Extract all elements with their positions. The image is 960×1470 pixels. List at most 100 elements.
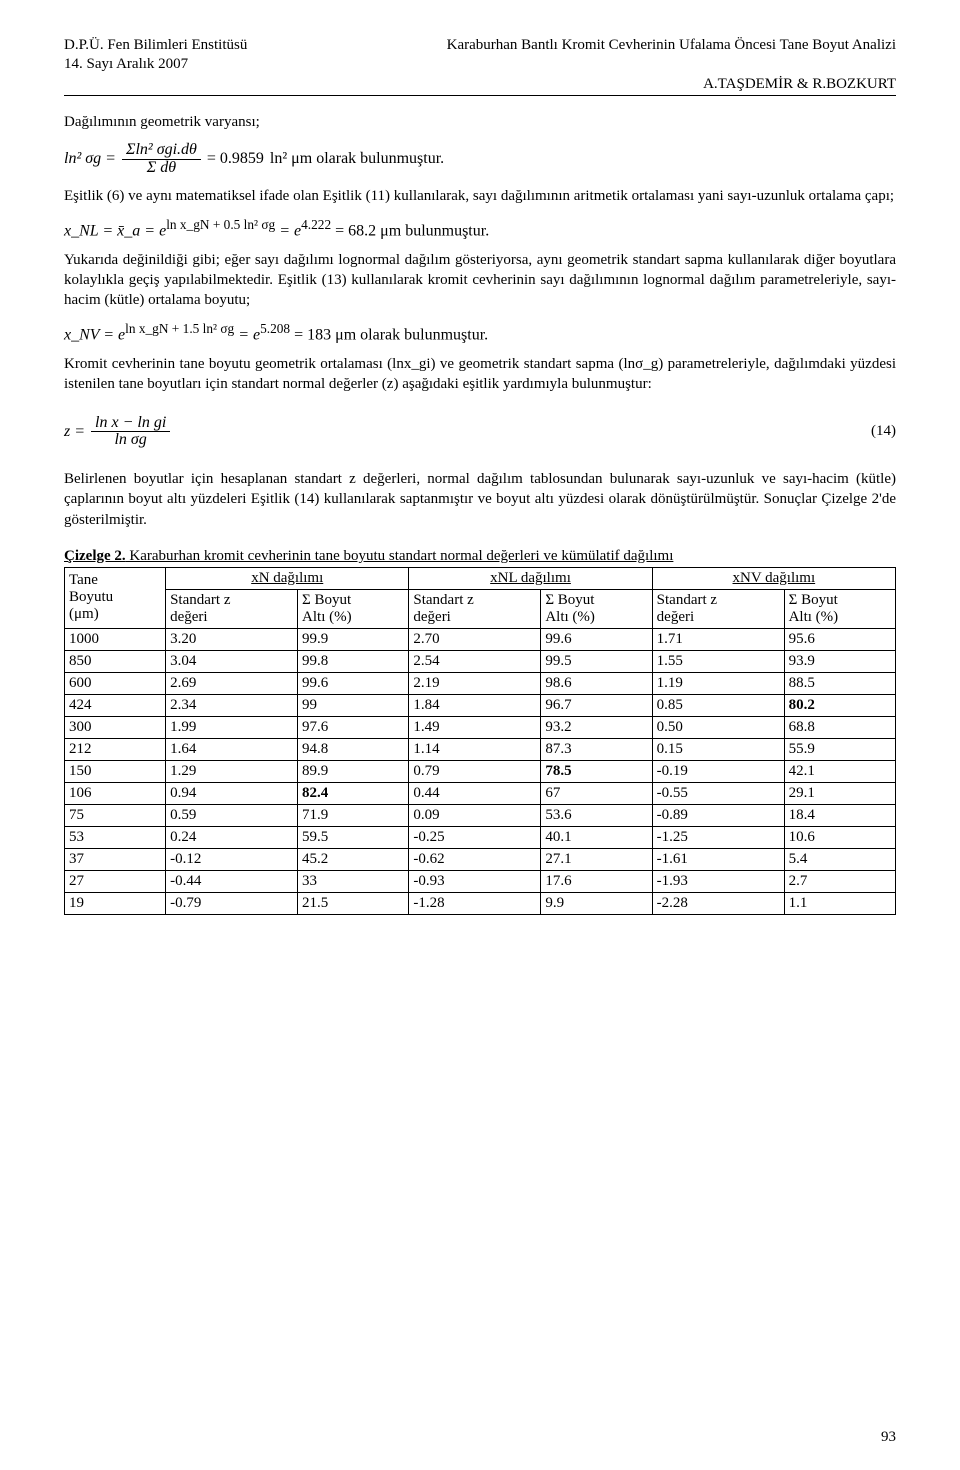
- eq1-lhs: ln² σg =: [64, 150, 116, 168]
- cell-z3: 0.15: [652, 738, 784, 760]
- cell-z2: 0.79: [409, 760, 541, 782]
- cell-z2: 1.49: [409, 716, 541, 738]
- cell-a1: 59.5: [298, 826, 409, 848]
- cell-size: 106: [65, 782, 166, 804]
- table-row: 6002.6999.62.1998.61.1988.5: [65, 672, 896, 694]
- cell-a1: 94.8: [298, 738, 409, 760]
- th-a2: Σ BoyutAltı (%): [541, 589, 652, 628]
- eq2-mid: = e: [275, 222, 301, 239]
- cell-a1: 71.9: [298, 804, 409, 826]
- header-left-line2: 14. Sayı Aralık 2007: [64, 55, 247, 74]
- table-row: 8503.0499.82.5499.51.5593.9: [65, 650, 896, 672]
- cell-a3: 2.7: [784, 870, 895, 892]
- eq1-rhs: ln² μm olarak bulunmuştur.: [270, 150, 444, 168]
- equation-z: z = ln x − ln gi ln σg: [64, 415, 170, 450]
- eq3-left: x_NV = e: [64, 326, 125, 343]
- cell-a2: 99.5: [541, 650, 652, 672]
- table-row: 1060.9482.40.4467-0.5529.1: [65, 782, 896, 804]
- table-row: 19-0.7921.5-1.289.9-2.281.1: [65, 892, 896, 914]
- paragraph-3: Yukarıda değinildiği gibi; eğer sayı dağ…: [64, 250, 896, 311]
- cell-z3: -0.89: [652, 804, 784, 826]
- distribution-table: Tane Boyutu (μm) xN dağılımı xNL dağılım…: [64, 567, 896, 915]
- cell-z1: 1.99: [166, 716, 298, 738]
- eq2-exp1: ln x_gN + 0.5 ln² σg: [166, 217, 275, 232]
- cell-size: 53: [65, 826, 166, 848]
- th-a1: Σ BoyutAltı (%): [298, 589, 409, 628]
- eq3-exp1: ln x_gN + 1.5 ln² σg: [125, 321, 234, 336]
- cell-a2: 9.9: [541, 892, 652, 914]
- cell-a2: 87.3: [541, 738, 652, 760]
- table-title: Çizelge 2. Karaburhan kromit cevherinin …: [64, 548, 896, 565]
- th-grp-xn: xN dağılımı: [166, 567, 409, 589]
- cell-z1: -0.79: [166, 892, 298, 914]
- cell-size: 75: [65, 804, 166, 826]
- eq3-rhs: = 183 μm olarak bulunmuştur.: [290, 326, 488, 343]
- th-size-l3: (μm): [69, 606, 161, 623]
- cell-a1: 82.4: [298, 782, 409, 804]
- cell-a2: 78.5: [541, 760, 652, 782]
- eq4-numerator: ln x − ln gi: [91, 415, 170, 433]
- paragraph-2: Eşitlik (6) ve aynı matematiksel ifade o…: [64, 186, 896, 206]
- cell-a2: 93.2: [541, 716, 652, 738]
- cell-z2: -0.62: [409, 848, 541, 870]
- eq4-lhs: z =: [64, 423, 85, 441]
- cell-z2: 0.44: [409, 782, 541, 804]
- cell-a1: 99.9: [298, 628, 409, 650]
- paragraph-4: Kromit cevherinin tane boyutu geometrik …: [64, 354, 896, 395]
- cell-z2: 2.19: [409, 672, 541, 694]
- cell-a2: 40.1: [541, 826, 652, 848]
- cell-z3: -1.25: [652, 826, 784, 848]
- header-divider: [64, 95, 896, 96]
- cell-a2: 27.1: [541, 848, 652, 870]
- th-size: Tane Boyutu (μm): [65, 567, 166, 628]
- th-size-l2: Boyutu: [69, 589, 161, 606]
- cell-z1: 1.29: [166, 760, 298, 782]
- cell-a3: 29.1: [784, 782, 895, 804]
- cell-size: 424: [65, 694, 166, 716]
- eq2-rhs: = 68.2 μm bulunmuştur.: [331, 222, 489, 239]
- cell-a2: 17.6: [541, 870, 652, 892]
- cell-z1: 3.04: [166, 650, 298, 672]
- cell-z3: 1.55: [652, 650, 784, 672]
- cell-a1: 99: [298, 694, 409, 716]
- eq1-numerator: Σln² σgi.dθ: [122, 142, 201, 160]
- equation-xnl: x_NL = x̄_a = eln x_gN + 0.5 ln² σg = e4…: [64, 217, 896, 240]
- cell-z3: -0.19: [652, 760, 784, 782]
- cell-size: 27: [65, 870, 166, 892]
- cell-z1: -0.44: [166, 870, 298, 892]
- table-row: 10003.2099.92.7099.61.7195.6: [65, 628, 896, 650]
- th-z2: Standart zdeğeri: [409, 589, 541, 628]
- cell-size: 37: [65, 848, 166, 870]
- cell-z1: -0.12: [166, 848, 298, 870]
- table-row: 530.2459.5-0.2540.1-1.2510.6: [65, 826, 896, 848]
- cell-z1: 0.24: [166, 826, 298, 848]
- table-title-b: Karaburhan kromit cevherinin tane boyutu…: [126, 548, 674, 564]
- cell-z2: 1.84: [409, 694, 541, 716]
- cell-a3: 93.9: [784, 650, 895, 672]
- table-row: 37-0.1245.2-0.6227.1-1.615.4: [65, 848, 896, 870]
- cell-a3: 95.6: [784, 628, 895, 650]
- eq1-value: = 0.9859: [207, 150, 264, 168]
- table-row: 4242.34991.8496.70.8580.2: [65, 694, 896, 716]
- cell-a3: 10.6: [784, 826, 895, 848]
- cell-size: 300: [65, 716, 166, 738]
- eq3-mid: = e: [234, 326, 260, 343]
- cell-z2: -1.28: [409, 892, 541, 914]
- cell-a1: 97.6: [298, 716, 409, 738]
- paragraph-5: Belirlenen boyutlar için hesaplanan stan…: [64, 469, 896, 530]
- cell-a1: 33: [298, 870, 409, 892]
- cell-a1: 99.8: [298, 650, 409, 672]
- table-title-a: Çizelge 2.: [64, 548, 126, 564]
- cell-size: 150: [65, 760, 166, 782]
- header-left-line1: D.P.Ü. Fen Bilimleri Enstitüsü: [64, 36, 247, 55]
- cell-z3: -0.55: [652, 782, 784, 804]
- cell-size: 1000: [65, 628, 166, 650]
- cell-a3: 42.1: [784, 760, 895, 782]
- equation-z-row: z = ln x − ln gi ln σg (14): [64, 405, 896, 460]
- table-row: 750.5971.90.0953.6-0.8918.4: [65, 804, 896, 826]
- table-row: 2121.6494.81.1487.30.1555.9: [65, 738, 896, 760]
- th-grp-xnv: xNV dağılımı: [652, 567, 895, 589]
- header-right-line: Karaburhan Bantlı Kromit Cevherinin Ufal…: [447, 36, 896, 55]
- cell-z3: 0.50: [652, 716, 784, 738]
- cell-z2: -0.25: [409, 826, 541, 848]
